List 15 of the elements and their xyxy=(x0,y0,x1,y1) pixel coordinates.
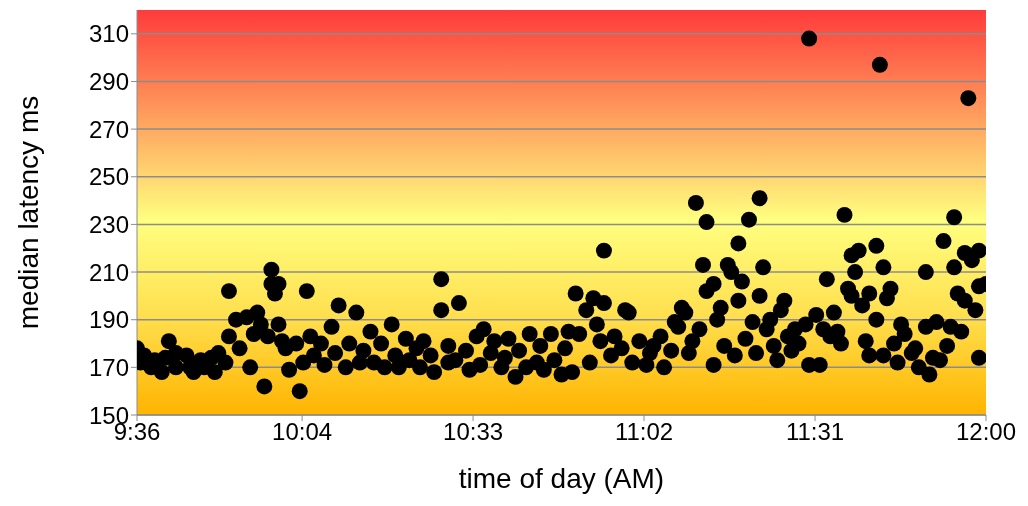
y-tick-label: 270 xyxy=(88,115,129,143)
x-tick-label: 12:00 xyxy=(955,418,1017,446)
y-tick-label: 230 xyxy=(88,210,129,238)
x-tick-label: 10:04 xyxy=(272,418,333,446)
y-tick-label: 250 xyxy=(88,163,129,191)
y-tick-label: 190 xyxy=(88,306,129,334)
x-axis-title: time of day (AM) xyxy=(458,463,665,494)
x-tick-label: 11:02 xyxy=(614,418,674,446)
x-tick-label: 11:31 xyxy=(785,418,845,446)
y-tick-label: 170 xyxy=(88,353,129,381)
x-tick-label: 10:33 xyxy=(443,418,504,446)
y-tick-label: 290 xyxy=(88,67,129,95)
y-axis-title: median latency ms xyxy=(13,95,44,330)
y-tick-label: 310 xyxy=(88,20,129,48)
y-tick-label: 210 xyxy=(88,258,129,286)
